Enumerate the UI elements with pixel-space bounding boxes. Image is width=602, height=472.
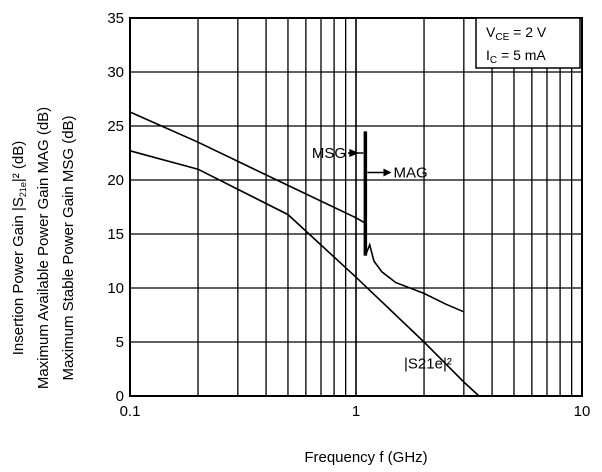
- y-axis-title-line-3: Insertion Power Gain |S21e|² (dB): [10, 141, 28, 356]
- x-axis-title: Frequency f (GHz): [304, 449, 427, 466]
- series-line-1: [364, 242, 465, 313]
- y-tick-label: 0: [116, 388, 124, 405]
- annotations: MSG MAG |S21e|²: [312, 145, 452, 373]
- y-tick-label: 25: [107, 118, 124, 135]
- y-tick-label: 15: [107, 226, 124, 243]
- series-line-0: [129, 111, 366, 224]
- x-tick-label: 10: [574, 403, 591, 420]
- annotation-msg-arrowhead: [349, 149, 360, 157]
- y-axis-title-line-1: Maximum Stable Power Gain MSG (dB): [60, 115, 77, 380]
- y-axis-title-line-2: Maximum Available Power Gain MAG (dB): [35, 107, 52, 389]
- x-tick-label: 0.1: [120, 403, 141, 420]
- y-tick-label: 5: [116, 334, 124, 351]
- annotation-msg: MSG: [312, 145, 346, 162]
- x-tick-labels: 0.1 1 10: [120, 403, 591, 420]
- annotation-mag-arrowhead: [383, 168, 392, 177]
- condition-vce: VCE = 2 V: [486, 24, 547, 43]
- grid: [130, 18, 582, 396]
- series-line-2: [129, 150, 480, 397]
- y-tick-labels: 0 5 10 15 20 25 30 35: [107, 10, 124, 405]
- y-tick-label: 10: [107, 280, 124, 297]
- conditions-box: [475, 17, 581, 69]
- annotation-mag: MAG: [393, 164, 427, 181]
- plot-frame: [129, 17, 583, 397]
- condition-ic: IC = 5 mA: [486, 47, 546, 66]
- y-tick-label: 30: [107, 64, 124, 81]
- annotation-s21e: |S21e|²: [404, 356, 452, 373]
- y-tick-label: 20: [107, 172, 124, 189]
- y-tick-label: 35: [107, 10, 124, 27]
- series-group: [129, 111, 480, 397]
- x-tick-label: 1: [352, 403, 360, 420]
